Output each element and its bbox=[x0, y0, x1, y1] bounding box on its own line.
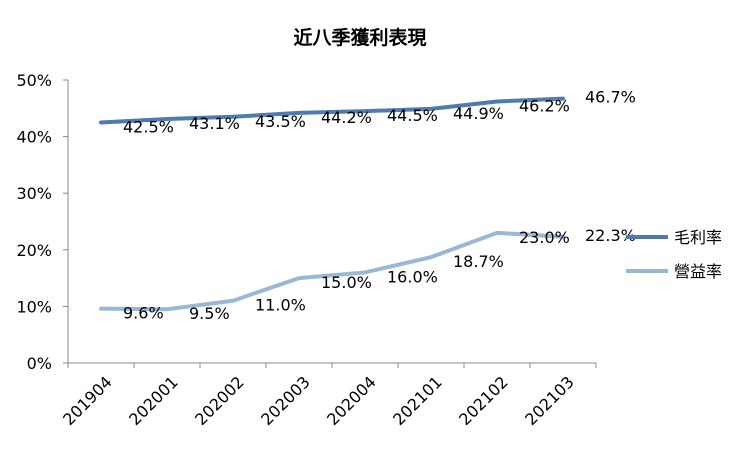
data-label: 44.2% bbox=[321, 108, 372, 127]
data-label: 44.9% bbox=[453, 104, 504, 123]
data-label: 46.2% bbox=[519, 97, 570, 116]
y-axis: 0% 10% 20% 30% 40% 50% bbox=[16, 71, 69, 373]
data-point bbox=[231, 115, 235, 119]
data-labels: 42.5% 43.1% 43.5% 44.2% 44.5% 44.9% 46.2% 46.7%… bbox=[123, 88, 636, 324]
data-point bbox=[231, 299, 235, 303]
data-label: 9.6% bbox=[123, 304, 164, 323]
data-label: 23.0% bbox=[519, 228, 570, 247]
legend-label-1: 營益率 bbox=[674, 262, 722, 281]
data-label: 46.7% bbox=[585, 88, 636, 107]
chart-title: 近八季獲利表現 bbox=[293, 26, 426, 49]
data-point bbox=[297, 276, 301, 280]
data-point bbox=[495, 231, 499, 235]
data-point bbox=[99, 120, 103, 124]
x-tick-label: 202003 bbox=[257, 372, 314, 429]
data-label: 44.5% bbox=[387, 106, 438, 125]
data-label: 43.1% bbox=[189, 114, 240, 133]
y-tick-label: 40% bbox=[16, 128, 52, 147]
x-tick-label: 202103 bbox=[521, 372, 578, 429]
data-label: 18.7% bbox=[453, 252, 504, 271]
data-point bbox=[429, 255, 433, 259]
data-point bbox=[561, 97, 565, 101]
y-tick-label: 10% bbox=[16, 297, 52, 316]
data-label: 22.3% bbox=[585, 226, 636, 245]
x-axis: 201904 202001 202002 202003 202004 202101 2021… bbox=[59, 362, 597, 429]
data-label: 16.0% bbox=[387, 267, 438, 286]
data-label: 42.5% bbox=[123, 117, 174, 136]
data-point bbox=[297, 111, 301, 115]
data-label: 43.5% bbox=[255, 112, 306, 131]
x-tick-label: 202004 bbox=[323, 372, 380, 429]
x-tick-label: 202102 bbox=[455, 372, 512, 429]
series-line-1 bbox=[99, 230, 565, 312]
x-tick-label: 201904 bbox=[59, 372, 116, 429]
y-tick-label: 30% bbox=[16, 184, 52, 203]
data-point bbox=[495, 100, 499, 104]
data-point bbox=[363, 270, 367, 274]
y-tick-label: 20% bbox=[16, 241, 52, 260]
legend-label-0: 毛利率 bbox=[674, 228, 722, 247]
series-line-0 bbox=[99, 96, 565, 125]
y-tick-label: 0% bbox=[27, 354, 52, 373]
data-point bbox=[165, 307, 169, 311]
x-tick-label: 202101 bbox=[389, 372, 446, 429]
y-tick-label: 50% bbox=[16, 71, 52, 90]
data-label: 15.0% bbox=[321, 273, 372, 292]
data-point bbox=[99, 307, 103, 311]
data-point bbox=[429, 107, 433, 111]
data-label: 9.5% bbox=[189, 304, 230, 323]
data-point bbox=[165, 117, 169, 121]
x-tick-label: 202001 bbox=[125, 372, 182, 429]
data-point bbox=[561, 235, 565, 239]
data-label: 11.0% bbox=[255, 296, 306, 315]
data-point bbox=[363, 109, 367, 113]
series-layer bbox=[99, 96, 565, 312]
x-tick-label: 202002 bbox=[191, 372, 248, 429]
